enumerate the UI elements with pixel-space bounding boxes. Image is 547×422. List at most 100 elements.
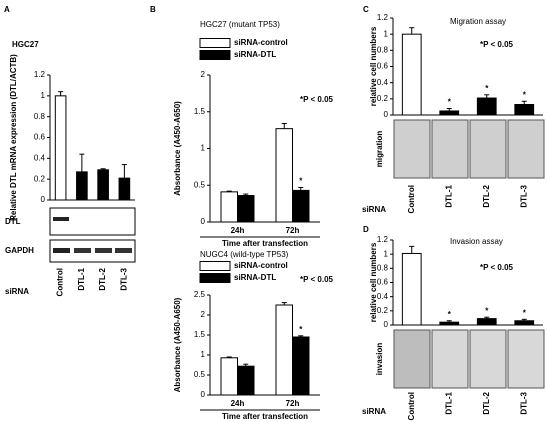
chart-title: HGC27 (mutant TP53) xyxy=(200,20,280,29)
x-tick-label: DTL-2 xyxy=(98,267,107,290)
significance-star: * xyxy=(485,306,489,315)
significance-star: * xyxy=(448,310,452,319)
y-tick-label: 1 xyxy=(384,29,389,38)
y-tick-label: 0.5 xyxy=(194,370,206,379)
bar xyxy=(118,177,131,201)
bar xyxy=(275,128,293,223)
bar xyxy=(401,252,422,326)
x-tick-label: DTL-1 xyxy=(77,267,86,290)
bar xyxy=(292,189,310,223)
chart-title: HGC27 xyxy=(12,40,39,49)
bar xyxy=(439,321,460,326)
y-axis-label: Absorbance (A450-A650) xyxy=(173,101,182,196)
y-tick-label: 1.5 xyxy=(194,330,206,339)
y-axis-label: Relative DTL mRNA expression (DTL/ACTB) xyxy=(9,54,18,221)
y-tick-label: 0 xyxy=(201,217,206,226)
blot-box xyxy=(49,207,136,236)
legend-label: siRNA-DTL xyxy=(234,50,276,59)
bar xyxy=(220,191,238,223)
blot-box xyxy=(49,239,136,263)
annotation: *P < 0.05 xyxy=(300,275,334,284)
bar xyxy=(476,97,497,116)
y-tick-label: 0.5 xyxy=(194,180,206,189)
y-tick-label: 0.8 xyxy=(377,263,389,272)
blot-band xyxy=(95,248,112,253)
significance-star: * xyxy=(299,325,303,334)
y-tick-label: 1.2 xyxy=(377,13,389,22)
blot-band xyxy=(53,217,69,221)
blot-band xyxy=(74,248,91,253)
x-tick-label: DTL-1 xyxy=(444,184,453,207)
y-tick-label: 2 xyxy=(201,310,206,319)
y-tick-label: 0.4 xyxy=(377,292,389,301)
bar xyxy=(514,320,535,326)
x-tick-label: 72h xyxy=(286,226,300,235)
micrographs xyxy=(393,119,545,389)
x-tick-label: Control xyxy=(407,392,416,420)
y-tick-label: 1 xyxy=(384,249,389,258)
y-tick-label: 1 xyxy=(41,91,46,100)
x-tick-label: DTL-2 xyxy=(482,184,491,207)
x-tick-label: 24h xyxy=(231,399,245,408)
y-tick-label: 2 xyxy=(201,70,206,79)
legend-swatch xyxy=(199,50,231,60)
x-tick-label: DTL-1 xyxy=(444,391,453,414)
bar xyxy=(237,365,255,396)
bar xyxy=(237,195,255,223)
legend-label: siRNA-DTL xyxy=(234,273,276,282)
y-tick-label: 1 xyxy=(201,350,206,359)
significance-star: * xyxy=(299,177,303,186)
y-tick-label: 1 xyxy=(201,144,206,153)
y-tick-label: 0.4 xyxy=(377,78,389,87)
y-tick-label: 0 xyxy=(201,390,206,399)
panel-letter: C xyxy=(363,5,369,14)
bar xyxy=(476,318,497,326)
panel-letter: A xyxy=(4,5,10,14)
blot-band xyxy=(53,248,70,253)
x-axis-label: Time after transfection xyxy=(222,412,308,421)
x-tick-label: Control xyxy=(407,185,416,213)
x-axis-label: Time after transfection xyxy=(222,239,308,248)
y-tick-label: 0.6 xyxy=(377,278,389,287)
bar xyxy=(439,110,460,116)
x-tick-label: DTL-3 xyxy=(119,267,128,290)
significance-star: * xyxy=(523,308,527,317)
row-label: siRNA xyxy=(362,205,386,214)
bar xyxy=(275,304,293,396)
y-axis-label: relative cell numbers xyxy=(369,242,378,322)
annotation: *P < 0.05 xyxy=(300,95,334,104)
y-tick-label: 0.4 xyxy=(34,153,46,162)
row-label: siRNA xyxy=(5,287,29,296)
x-tick-label: DTL-3 xyxy=(519,184,528,207)
chart-title: Invasion assay xyxy=(450,237,503,246)
blot-band xyxy=(115,248,132,253)
y-tick-label: 1.2 xyxy=(34,70,46,79)
bar xyxy=(514,103,535,116)
blot-label: GAPDH xyxy=(5,246,34,255)
x-tick-label: DTL-3 xyxy=(519,391,528,414)
bar xyxy=(292,336,310,396)
legend-label: siRNA-control xyxy=(234,261,288,270)
y-axis-label: Absorbance (A450-A650) xyxy=(173,297,182,392)
annotation: *P < 0.05 xyxy=(480,40,514,49)
x-tick-label: 24h xyxy=(231,226,245,235)
y-axis-label: relative cell numbers xyxy=(369,26,378,106)
image-label: migration xyxy=(375,131,384,168)
chart-title: NUGC4 (wild-type TP53) xyxy=(200,250,289,259)
image-label: invasion xyxy=(375,343,384,376)
significance-star: * xyxy=(485,84,489,93)
x-tick-label: Control xyxy=(56,268,65,296)
y-tick-label: 0.2 xyxy=(34,174,46,183)
panel-letter: B xyxy=(150,5,156,14)
y-tick-label: 0.8 xyxy=(34,112,46,121)
legend-swatch xyxy=(199,38,231,48)
legend-swatch xyxy=(199,273,231,283)
bar xyxy=(54,95,67,201)
bar xyxy=(97,169,109,201)
y-tick-label: 0 xyxy=(384,320,389,329)
panel-letter: D xyxy=(363,225,369,234)
blot-label: DTL xyxy=(5,217,21,226)
significance-star: * xyxy=(448,98,452,107)
y-tick-label: 1.5 xyxy=(194,107,206,116)
